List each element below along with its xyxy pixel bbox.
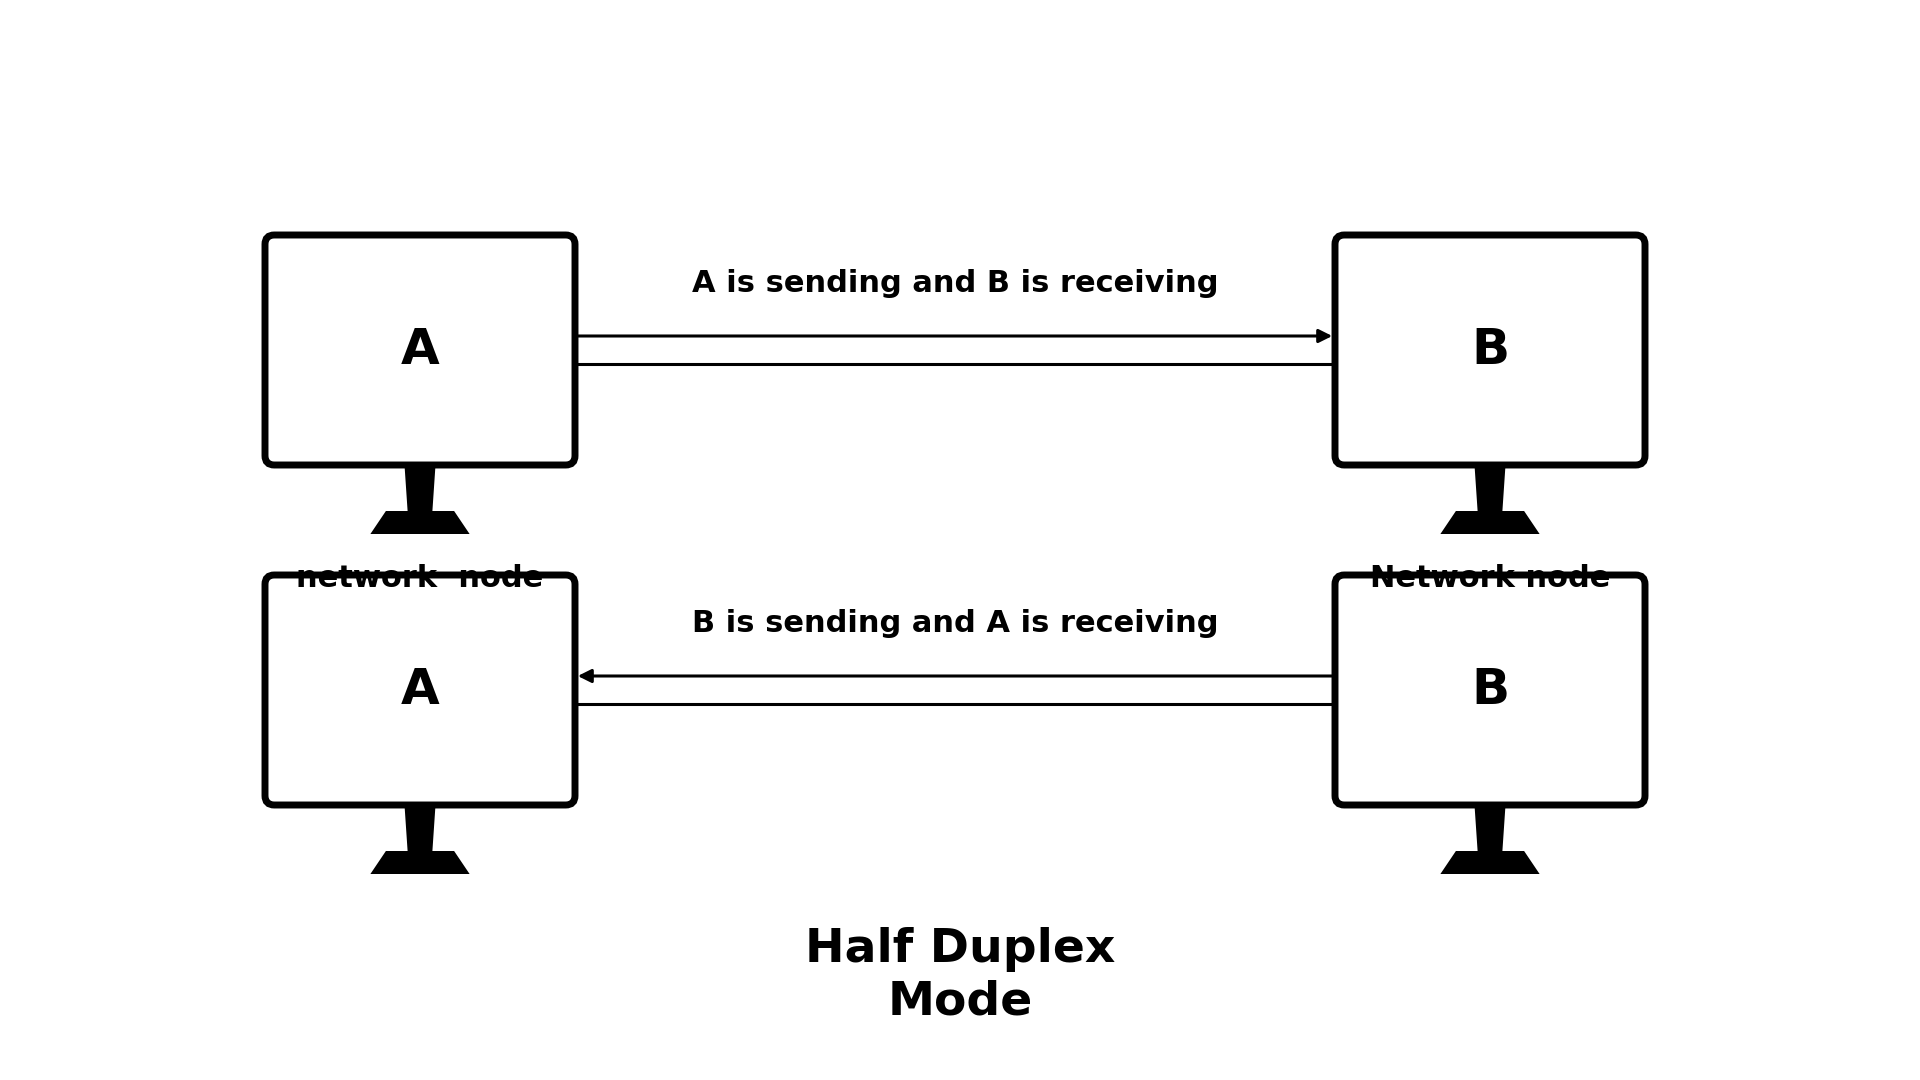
Polygon shape <box>405 805 436 851</box>
Polygon shape <box>371 851 470 874</box>
FancyBboxPatch shape <box>1334 575 1645 805</box>
Text: B: B <box>1471 326 1509 374</box>
FancyBboxPatch shape <box>265 235 574 465</box>
FancyBboxPatch shape <box>1334 235 1645 465</box>
FancyBboxPatch shape <box>265 575 574 805</box>
Text: Mode: Mode <box>887 980 1033 1025</box>
Polygon shape <box>371 511 470 534</box>
Text: Half Duplex: Half Duplex <box>804 928 1116 972</box>
Polygon shape <box>1475 465 1505 511</box>
Text: B is sending and A is receiving: B is sending and A is receiving <box>691 609 1219 638</box>
Text: A is sending and B is receiving: A is sending and B is receiving <box>691 269 1219 298</box>
Text: B: B <box>1471 666 1509 714</box>
Polygon shape <box>1475 805 1505 851</box>
Polygon shape <box>1440 851 1540 874</box>
Polygon shape <box>1440 511 1540 534</box>
Text: network  node: network node <box>296 564 543 593</box>
Text: Network node: Network node <box>1369 564 1611 593</box>
Text: A: A <box>401 666 440 714</box>
Text: A: A <box>401 326 440 374</box>
Polygon shape <box>405 465 436 511</box>
